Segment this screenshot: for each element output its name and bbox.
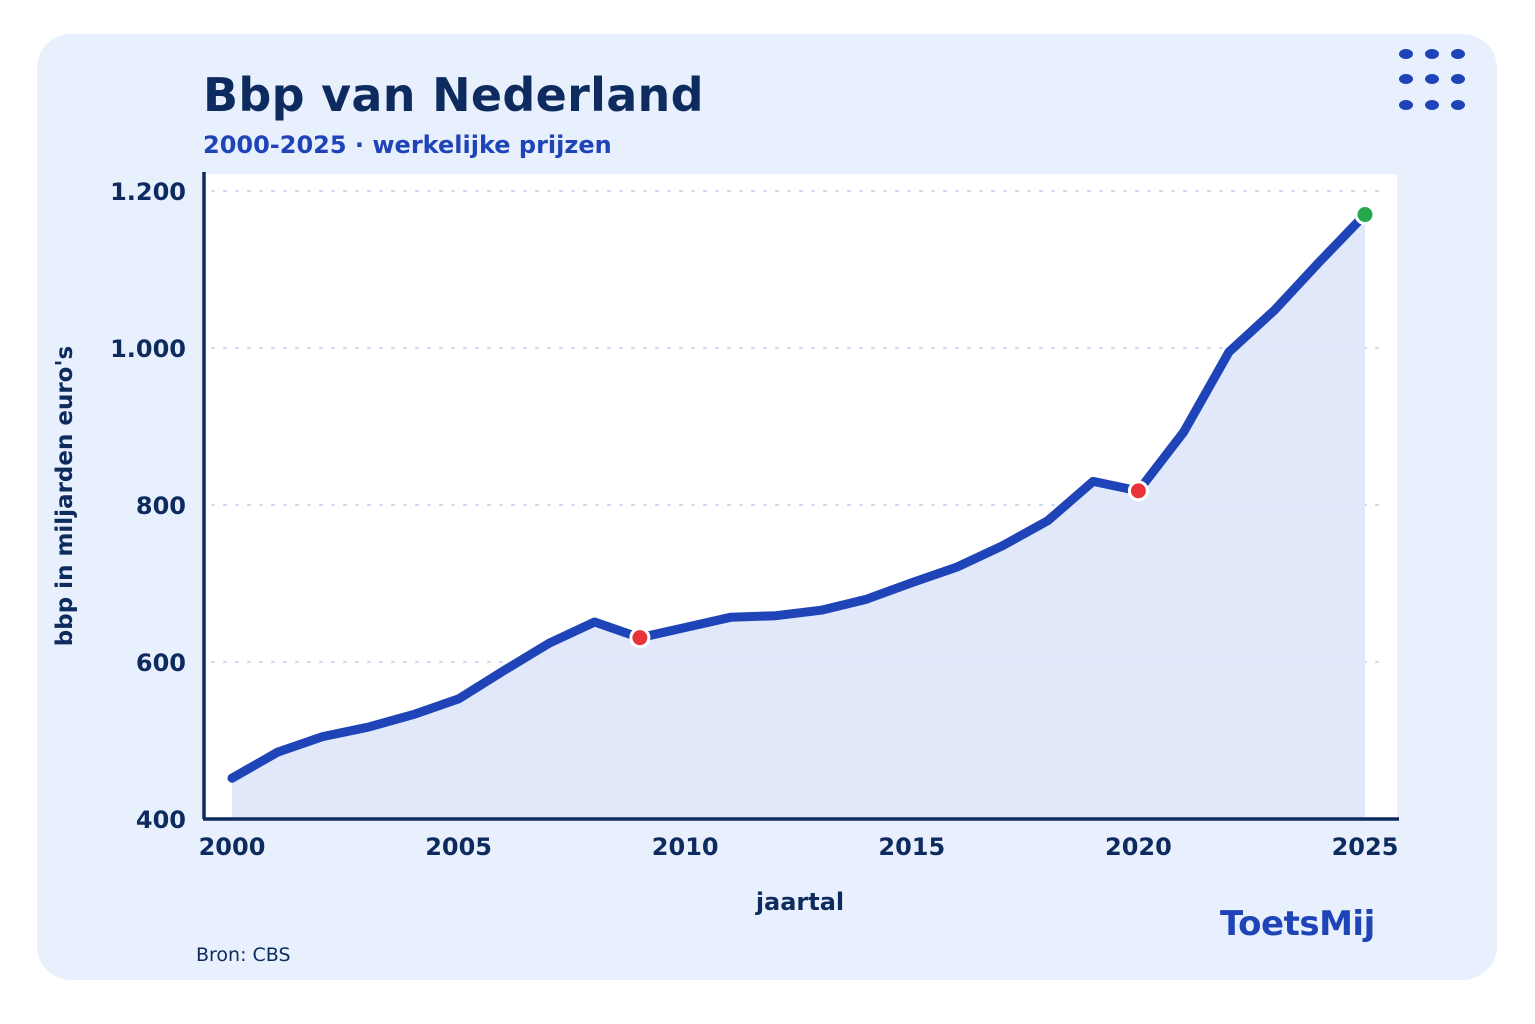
y-tick-label: 400 — [136, 806, 186, 834]
y-tick-label: 1.200 — [110, 178, 186, 206]
y-axis-label: bbp in miljarden euro's — [52, 346, 78, 646]
x-tick-label: 2005 — [425, 833, 492, 861]
source-note: Bron: CBS — [196, 944, 291, 966]
low-point-marker — [629, 627, 651, 649]
x-tick-label: 2020 — [1105, 833, 1172, 861]
y-tick-label: 1.000 — [110, 335, 186, 363]
y-tick-label: 800 — [136, 492, 186, 520]
grid-dots-icon[interactable] — [1396, 46, 1468, 114]
x-tick-label: 2010 — [652, 833, 719, 861]
chart-subtitle: 2000-2025 · werkelijke prijzen — [203, 131, 612, 159]
brand-logo: ToetsMij — [1220, 904, 1375, 944]
low-point-marker — [1127, 480, 1149, 502]
y-tick-label: 600 — [136, 649, 186, 677]
highlight-markers — [629, 204, 1376, 649]
x-axis-label: jaartal — [755, 888, 844, 916]
x-tick-label: 2000 — [199, 833, 266, 861]
high-point-marker — [1354, 204, 1376, 226]
chart-title: Bbp van Nederland — [203, 68, 704, 122]
series-line — [227, 210, 1370, 783]
x-tick-label: 2025 — [1332, 833, 1399, 861]
x-tick-label: 2015 — [878, 833, 945, 861]
y-tick-labels: 400 600 800 1.000 1.200 — [110, 178, 186, 834]
logo-text: ToetsMij — [1220, 904, 1375, 944]
x-tick-labels: 2000 2005 2010 2015 2020 2025 — [199, 833, 1399, 861]
